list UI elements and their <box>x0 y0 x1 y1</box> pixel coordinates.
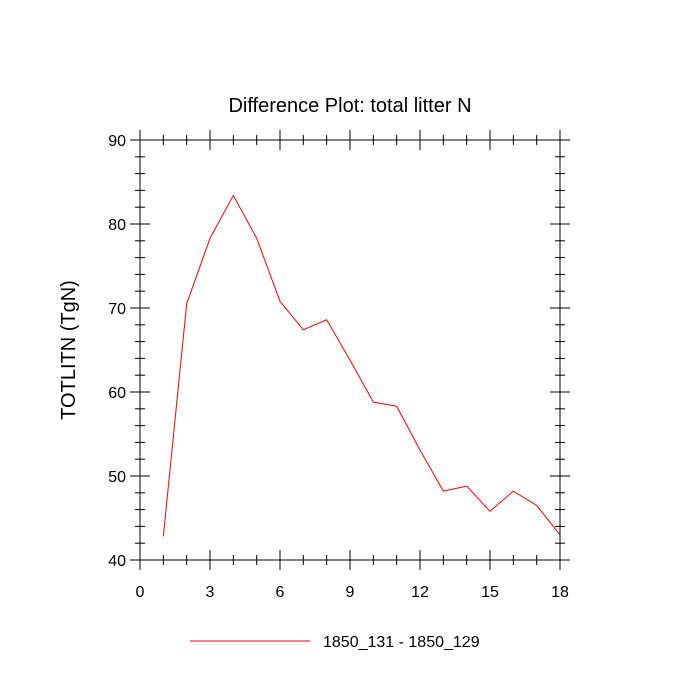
y-tick-label: 70 <box>108 301 126 318</box>
x-tick-label: 12 <box>411 584 429 601</box>
y-tick-label: 80 <box>108 217 126 234</box>
y-tick-label: 90 <box>108 133 126 150</box>
legend-label-0: 1850_131 - 1850_129 <box>323 634 480 651</box>
x-tick-label: 3 <box>206 584 215 601</box>
y-tick-label: 60 <box>108 385 126 402</box>
axis-tick-labels: 0 3 6 9 12 15 18 40 50 60 70 80 90 <box>108 133 569 601</box>
plot-frame <box>139 139 561 561</box>
y-tick-label: 50 <box>108 469 126 486</box>
series-layer <box>162 194 561 537</box>
x-tick-label: 18 <box>551 584 569 601</box>
chart-title: Difference Plot: total litter N <box>228 95 471 117</box>
legend: 1850_131 - 1850_129 <box>190 634 480 651</box>
x-tick-label: 15 <box>481 584 499 601</box>
y-tick-label: 40 <box>108 553 126 570</box>
x-tick-label: 0 <box>136 584 145 601</box>
y-axis-label: TOTLITN (TgN) <box>58 280 80 420</box>
x-tick-label: 9 <box>346 584 355 601</box>
axis-ticks <box>130 130 570 570</box>
x-tick-label: 6 <box>276 584 285 601</box>
series-line-0 <box>162 194 561 537</box>
